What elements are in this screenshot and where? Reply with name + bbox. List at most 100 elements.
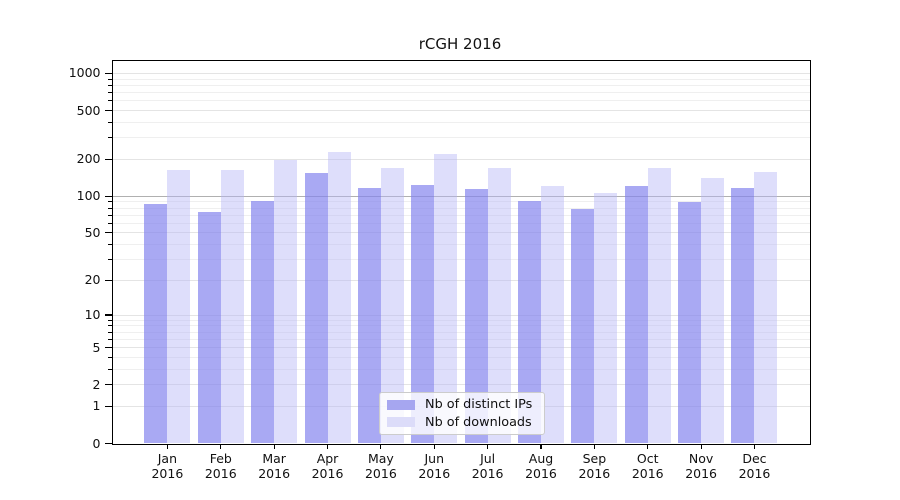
x-tick-month: Jun [424,450,445,466]
x-tick-label: Aug 2016 [509,451,573,481]
x-axis-tick [326,443,329,449]
x-tick-month: Dec [742,450,767,466]
x-tick-month: Feb [209,450,232,466]
x-axis-tick [700,443,702,449]
x-axis-tick [540,443,542,449]
gridline [111,338,810,340]
x-tick-year: 2016 [578,465,611,481]
y-axis-minor-tick [108,368,112,370]
y-axis-tick [105,72,112,75]
gridline [111,368,810,370]
bar-distinct-ips [624,185,648,444]
y-axis-minor-tick [108,78,112,80]
y-tick-label: 100 [76,188,101,204]
y-axis-minor-tick [108,137,112,139]
x-tick-month: Jan [157,450,178,466]
bar-distinct-ips [678,202,702,444]
y-axis-tick [105,195,112,197]
x-tick-month: Sep [582,450,607,466]
gridline [111,84,810,86]
y-tick-label: 50 [84,224,101,240]
x-axis-tick [166,443,168,449]
bar-downloads [487,167,511,444]
chart-title: rCGH 2016 [418,35,502,53]
y-axis-tick [105,442,112,445]
y-tick-label: 20 [84,272,101,288]
x-tick-label: Jan 2016 [135,451,199,481]
y-tick-label: 500 [76,102,101,118]
legend-label-downloads: Nb of downloads [425,414,532,430]
x-tick-label: Nov 2016 [669,451,733,481]
y-axis-minor-tick [108,214,112,216]
bar-downloads [434,154,458,444]
x-tick-year: 2016 [204,465,237,481]
gridline [111,331,810,333]
x-axis-tick [753,443,756,449]
y-axis-tick [105,314,112,316]
bar-downloads [220,170,244,444]
y-axis-minor-tick [108,100,112,102]
y-axis-minor-tick [108,338,112,340]
bar-downloads [540,186,564,444]
x-tick-year: 2016 [151,465,184,481]
y-tick-label: 1000 [68,65,101,81]
x-axis-tick [433,443,435,449]
gridline [111,384,810,386]
bar-distinct-ips [517,200,541,444]
gridline [111,325,810,327]
x-tick-label: Sep 2016 [562,451,626,481]
gridline [111,100,810,102]
x-tick-label: Apr 2016 [296,451,360,481]
bar-downloads [594,192,618,444]
x-axis-tick [647,443,649,449]
x-axis-tick [380,443,382,449]
bar-distinct-ips [464,189,488,444]
gridline [111,158,810,160]
x-tick-month: Jul [480,450,496,466]
bar-distinct-ips [571,208,595,444]
bar-downloads [327,151,351,444]
legend-item-distinct-ips: Nb of distinct IPs [380,397,544,412]
y-axis-minor-tick [108,92,112,94]
y-tick-label: 0 [92,435,101,451]
y-tick-label: 5 [92,339,101,355]
y-tick-label: 1 [92,398,101,414]
x-tick-label: Dec 2016 [722,451,786,481]
gridline [111,78,810,80]
x-tick-month: Mar [262,450,286,466]
y-axis-minor-tick [108,244,112,246]
y-axis-tick [105,279,112,282]
bar-distinct-ips [411,184,435,444]
x-tick-label: Oct 2016 [616,451,680,481]
x-tick-month: Nov [688,450,714,466]
y-axis-tick [105,384,112,386]
gridline [111,92,810,94]
x-tick-label: Feb 2016 [189,451,253,481]
gridline [111,347,810,349]
y-axis-minor-tick [108,356,112,358]
y-axis-tick [105,232,112,234]
bar-downloads [754,172,778,444]
bar-downloads [701,178,725,444]
x-tick-year: 2016 [471,465,504,481]
legend-swatch-distinct-ips [387,399,415,410]
bar-downloads [167,170,191,444]
x-axis-tick [487,443,489,449]
gridline [111,121,810,123]
gridline [111,201,810,203]
x-axis-tick [273,443,275,449]
gridline [111,314,810,316]
gridline [111,319,810,321]
legend-item-downloads: Nb of downloads [380,415,544,430]
x-tick-year: 2016 [418,465,451,481]
x-tick-month: Aug [528,450,554,466]
y-axis-minor-tick [108,121,112,123]
gridline [111,72,810,74]
y-axis-tick [105,405,112,407]
y-axis-minor-tick [108,319,112,321]
bar-downloads [274,159,298,444]
y-axis-minor-tick [108,325,112,327]
y-tick-label: 2 [92,376,101,392]
x-axis-tick [593,443,595,449]
y-axis-minor-tick [108,331,112,333]
